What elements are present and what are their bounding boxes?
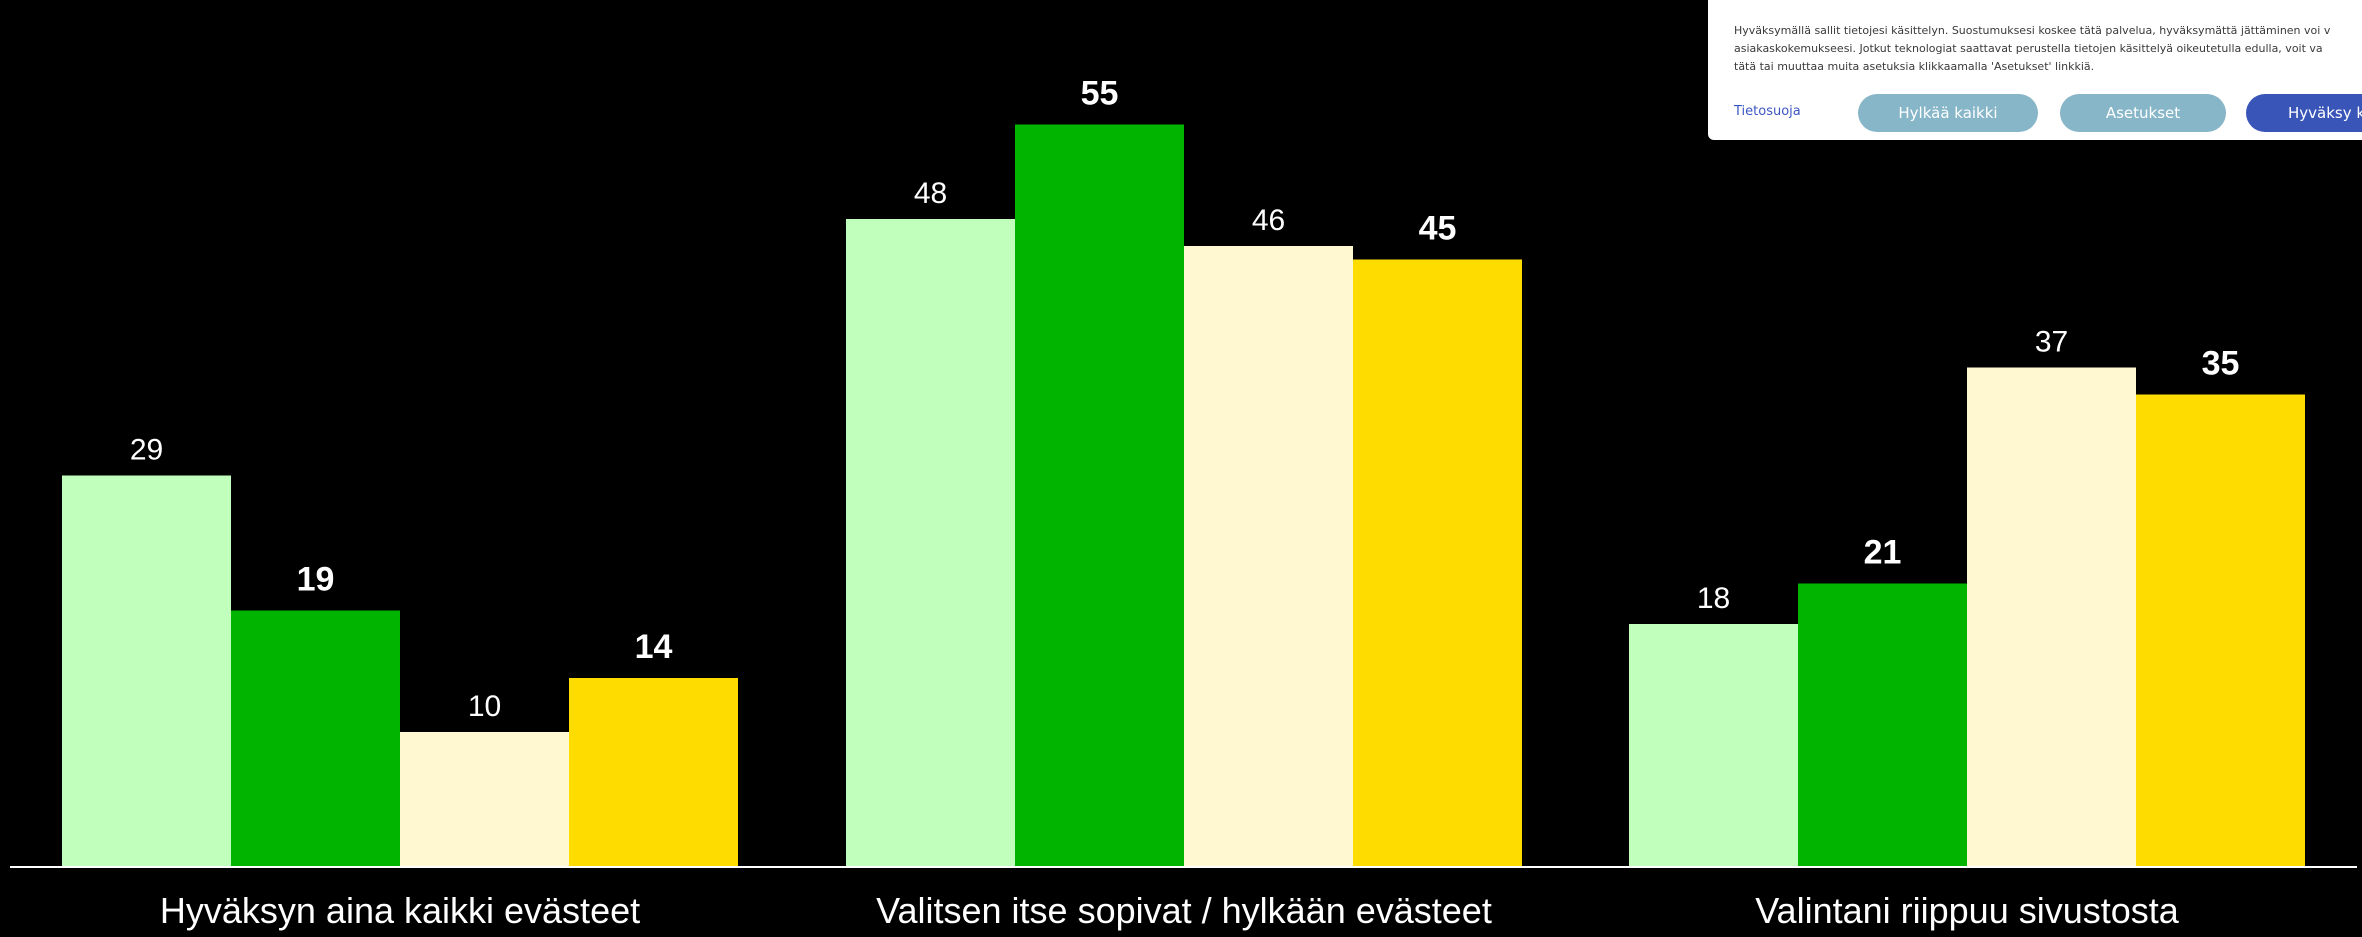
bar-series1-cat2	[846, 219, 1015, 867]
data-label-series3-cat1: 10	[468, 690, 501, 723]
category-labels-layer: Hyväksyn aina kaikki evästeet Valitsen it…	[160, 890, 2180, 931]
data-label-series1-cat3: 18	[1697, 582, 1730, 615]
bar-series1-cat1	[62, 475, 231, 867]
data-label-series1-cat2: 48	[914, 177, 947, 210]
bar-series4-cat2	[1353, 259, 1522, 867]
cookie-text-line: asiakaskokemukseesi. Jotkut teknologiat …	[1734, 42, 2323, 55]
reject-all-button[interactable]: Hylkää kaikki	[1858, 94, 2038, 132]
privacy-link[interactable]: Tietosuoja	[1734, 104, 1801, 119]
bars-layer	[62, 124, 2305, 867]
category-label-2: Valitsen itse sopivat / hylkään evästeet	[876, 890, 1492, 931]
value-labels-layer: 29 19 10 14 48 55 46 45 18 21 37 35	[130, 75, 2240, 724]
data-label-series1-cat1: 29	[130, 434, 163, 467]
accept-all-button[interactable]: Hyväksy ka	[2246, 94, 2362, 132]
bar-series3-cat2	[1184, 246, 1353, 867]
data-label-series3-cat3: 37	[2035, 326, 2068, 359]
settings-button[interactable]: Asetukset	[2060, 94, 2226, 132]
category-label-3: Valintani riippuu sivustosta	[1755, 890, 2180, 931]
bar-series3-cat3	[1967, 367, 2136, 867]
bar-series2-cat3	[1798, 583, 1967, 867]
data-label-series4-cat3: 35	[2202, 345, 2240, 383]
bar-series2-cat1	[231, 610, 400, 867]
data-label-series2-cat2: 55	[1081, 75, 1119, 113]
data-label-series2-cat3: 21	[1864, 534, 1902, 572]
cookie-consent-text: Hyväksymällä sallit tietojesi käsittelyn…	[1734, 22, 2362, 76]
data-label-series4-cat2: 45	[1419, 210, 1457, 248]
data-label-series4-cat1: 14	[635, 628, 673, 666]
bar-series4-cat3	[2136, 394, 2305, 867]
cookie-actions: Tietosuoja Hylkää kaikki Asetukset Hyväk…	[1734, 94, 2362, 132]
bar-series2-cat2	[1015, 124, 1184, 867]
bar-series4-cat1	[569, 678, 738, 867]
cookie-consent-banner: Hyväksymällä sallit tietojesi käsittelyn…	[1708, 0, 2362, 140]
cookie-text-line: tätä tai muuttaa muita asetuksia klikkaa…	[1734, 60, 2095, 73]
data-label-series2-cat1: 19	[297, 561, 335, 599]
bar-series3-cat1	[400, 732, 569, 867]
category-label-1: Hyväksyn aina kaikki evästeet	[160, 890, 640, 931]
data-label-series3-cat2: 46	[1252, 204, 1285, 237]
cookie-text-line: Hyväksymällä sallit tietojesi käsittelyn…	[1734, 24, 2331, 37]
bar-series1-cat3	[1629, 624, 1798, 867]
